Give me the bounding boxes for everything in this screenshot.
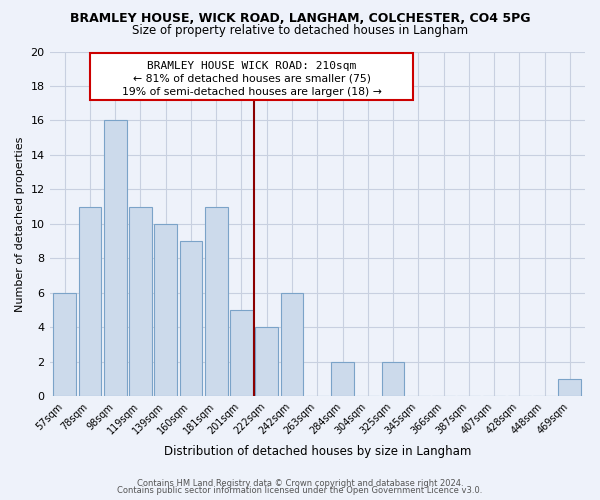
Text: Contains HM Land Registry data © Crown copyright and database right 2024.: Contains HM Land Registry data © Crown c… [137, 478, 463, 488]
Bar [205, 206, 227, 396]
Y-axis label: Number of detached properties: Number of detached properties [15, 136, 25, 312]
Text: BRAMLEY HOUSE WICK ROAD: 210sqm: BRAMLEY HOUSE WICK ROAD: 210sqm [147, 61, 356, 71]
Bar [53, 293, 76, 397]
Bar [79, 206, 101, 396]
Text: 19% of semi-detached houses are larger (18) →: 19% of semi-detached houses are larger (… [122, 87, 382, 97]
Text: BRAMLEY HOUSE, WICK ROAD, LANGHAM, COLCHESTER, CO4 5PG: BRAMLEY HOUSE, WICK ROAD, LANGHAM, COLCH… [70, 12, 530, 26]
Bar [179, 241, 202, 396]
Bar [256, 328, 278, 396]
Bar [154, 224, 177, 396]
Text: Size of property relative to detached houses in Langham: Size of property relative to detached ho… [132, 24, 468, 37]
FancyBboxPatch shape [90, 53, 413, 100]
Bar [104, 120, 127, 396]
Bar [331, 362, 354, 396]
Text: ← 81% of detached houses are smaller (75): ← 81% of detached houses are smaller (75… [133, 74, 371, 84]
Bar [559, 379, 581, 396]
Bar [129, 206, 152, 396]
X-axis label: Distribution of detached houses by size in Langham: Distribution of detached houses by size … [164, 444, 471, 458]
Bar [230, 310, 253, 396]
Bar [382, 362, 404, 396]
Text: Contains public sector information licensed under the Open Government Licence v3: Contains public sector information licen… [118, 486, 482, 495]
Bar [281, 293, 304, 397]
